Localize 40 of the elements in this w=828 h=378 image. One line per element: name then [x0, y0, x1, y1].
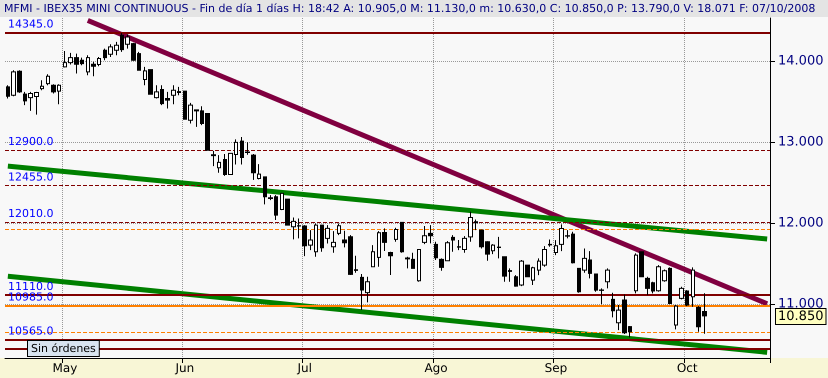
candlestick: [217, 154, 221, 174]
candlestick: [388, 251, 393, 276]
candlestick: [371, 244, 375, 268]
candlestick: [263, 176, 267, 205]
candlestick: [417, 248, 421, 282]
candlestick: [605, 268, 610, 289]
ref-line-label: 14345.0: [8, 18, 54, 31]
candlestick: [497, 236, 501, 259]
text: 10.850: [778, 309, 824, 324]
ref-line-label: 12900.0: [8, 134, 54, 148]
x-tick-label: Jul: [296, 361, 312, 375]
candlestick: [674, 304, 678, 330]
ref-line-label: 11110.0: [8, 280, 54, 293]
candlestick: [211, 150, 216, 167]
annotation: Sin órdenes: [31, 342, 96, 355]
y-tick-label: 11.000: [778, 296, 824, 312]
x-tick-label: May: [52, 361, 78, 375]
candlestick: [691, 266, 695, 308]
candlestick: [554, 240, 558, 256]
candlestick: [46, 74, 50, 86]
ref-line-label: 12455.0: [8, 170, 54, 184]
chart-title: MFMI - IBEX35 MINI CONTINUOUS - Fin de día 1 días H: 18:42 A: 10.905,0 M: 11.130,0 m: 10.630,0 C: 10.850,0 P: 13.790,0 V: 18.071 F: 07/10/2008: [0, 0, 828, 17]
x-tick-label: Oct: [676, 361, 698, 375]
ref-line-label: 12010.0: [8, 207, 54, 220]
candlestick: [451, 234, 455, 252]
candlestick: [40, 80, 44, 91]
x-tick-label: Jun: [174, 361, 194, 375]
candlestick: [331, 230, 336, 254]
y-tick-label: 14.000: [778, 53, 824, 68]
candlestick: [337, 222, 341, 236]
candlestick: [400, 222, 404, 254]
candlestick: [434, 241, 438, 261]
candlestick: [251, 154, 256, 180]
y-tick-label: 13.000: [778, 134, 824, 150]
x-tick-label: Sep: [544, 361, 568, 375]
x-tick-label: Ago: [424, 361, 448, 375]
candlestick: [257, 164, 261, 180]
candlestick: [394, 227, 398, 242]
y-tick-label: 12.000: [778, 215, 824, 230]
candlestick: [548, 238, 552, 248]
